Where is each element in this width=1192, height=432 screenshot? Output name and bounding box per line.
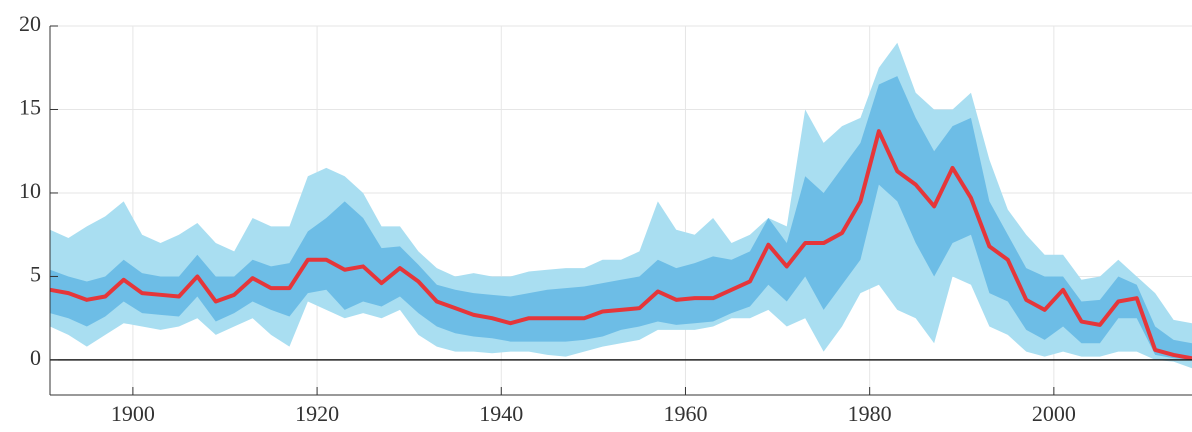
x-tick-label: 1920	[295, 401, 339, 426]
x-tick-label: 1940	[479, 401, 523, 426]
x-tick-label: 1900	[111, 401, 155, 426]
x-tick-label: 1980	[848, 401, 892, 426]
band	[50, 76, 1192, 360]
y-tick-label: 5	[30, 261, 41, 286]
line	[49, 129, 1192, 361]
y-tick-label: 0	[30, 345, 41, 370]
y-tick-label: 15	[19, 95, 41, 120]
x-tick-label: 1960	[663, 401, 707, 426]
y-tick-label: 10	[19, 178, 41, 203]
y-tick-label: 20	[19, 11, 41, 36]
x-tick-label: 2000	[1032, 401, 1076, 426]
